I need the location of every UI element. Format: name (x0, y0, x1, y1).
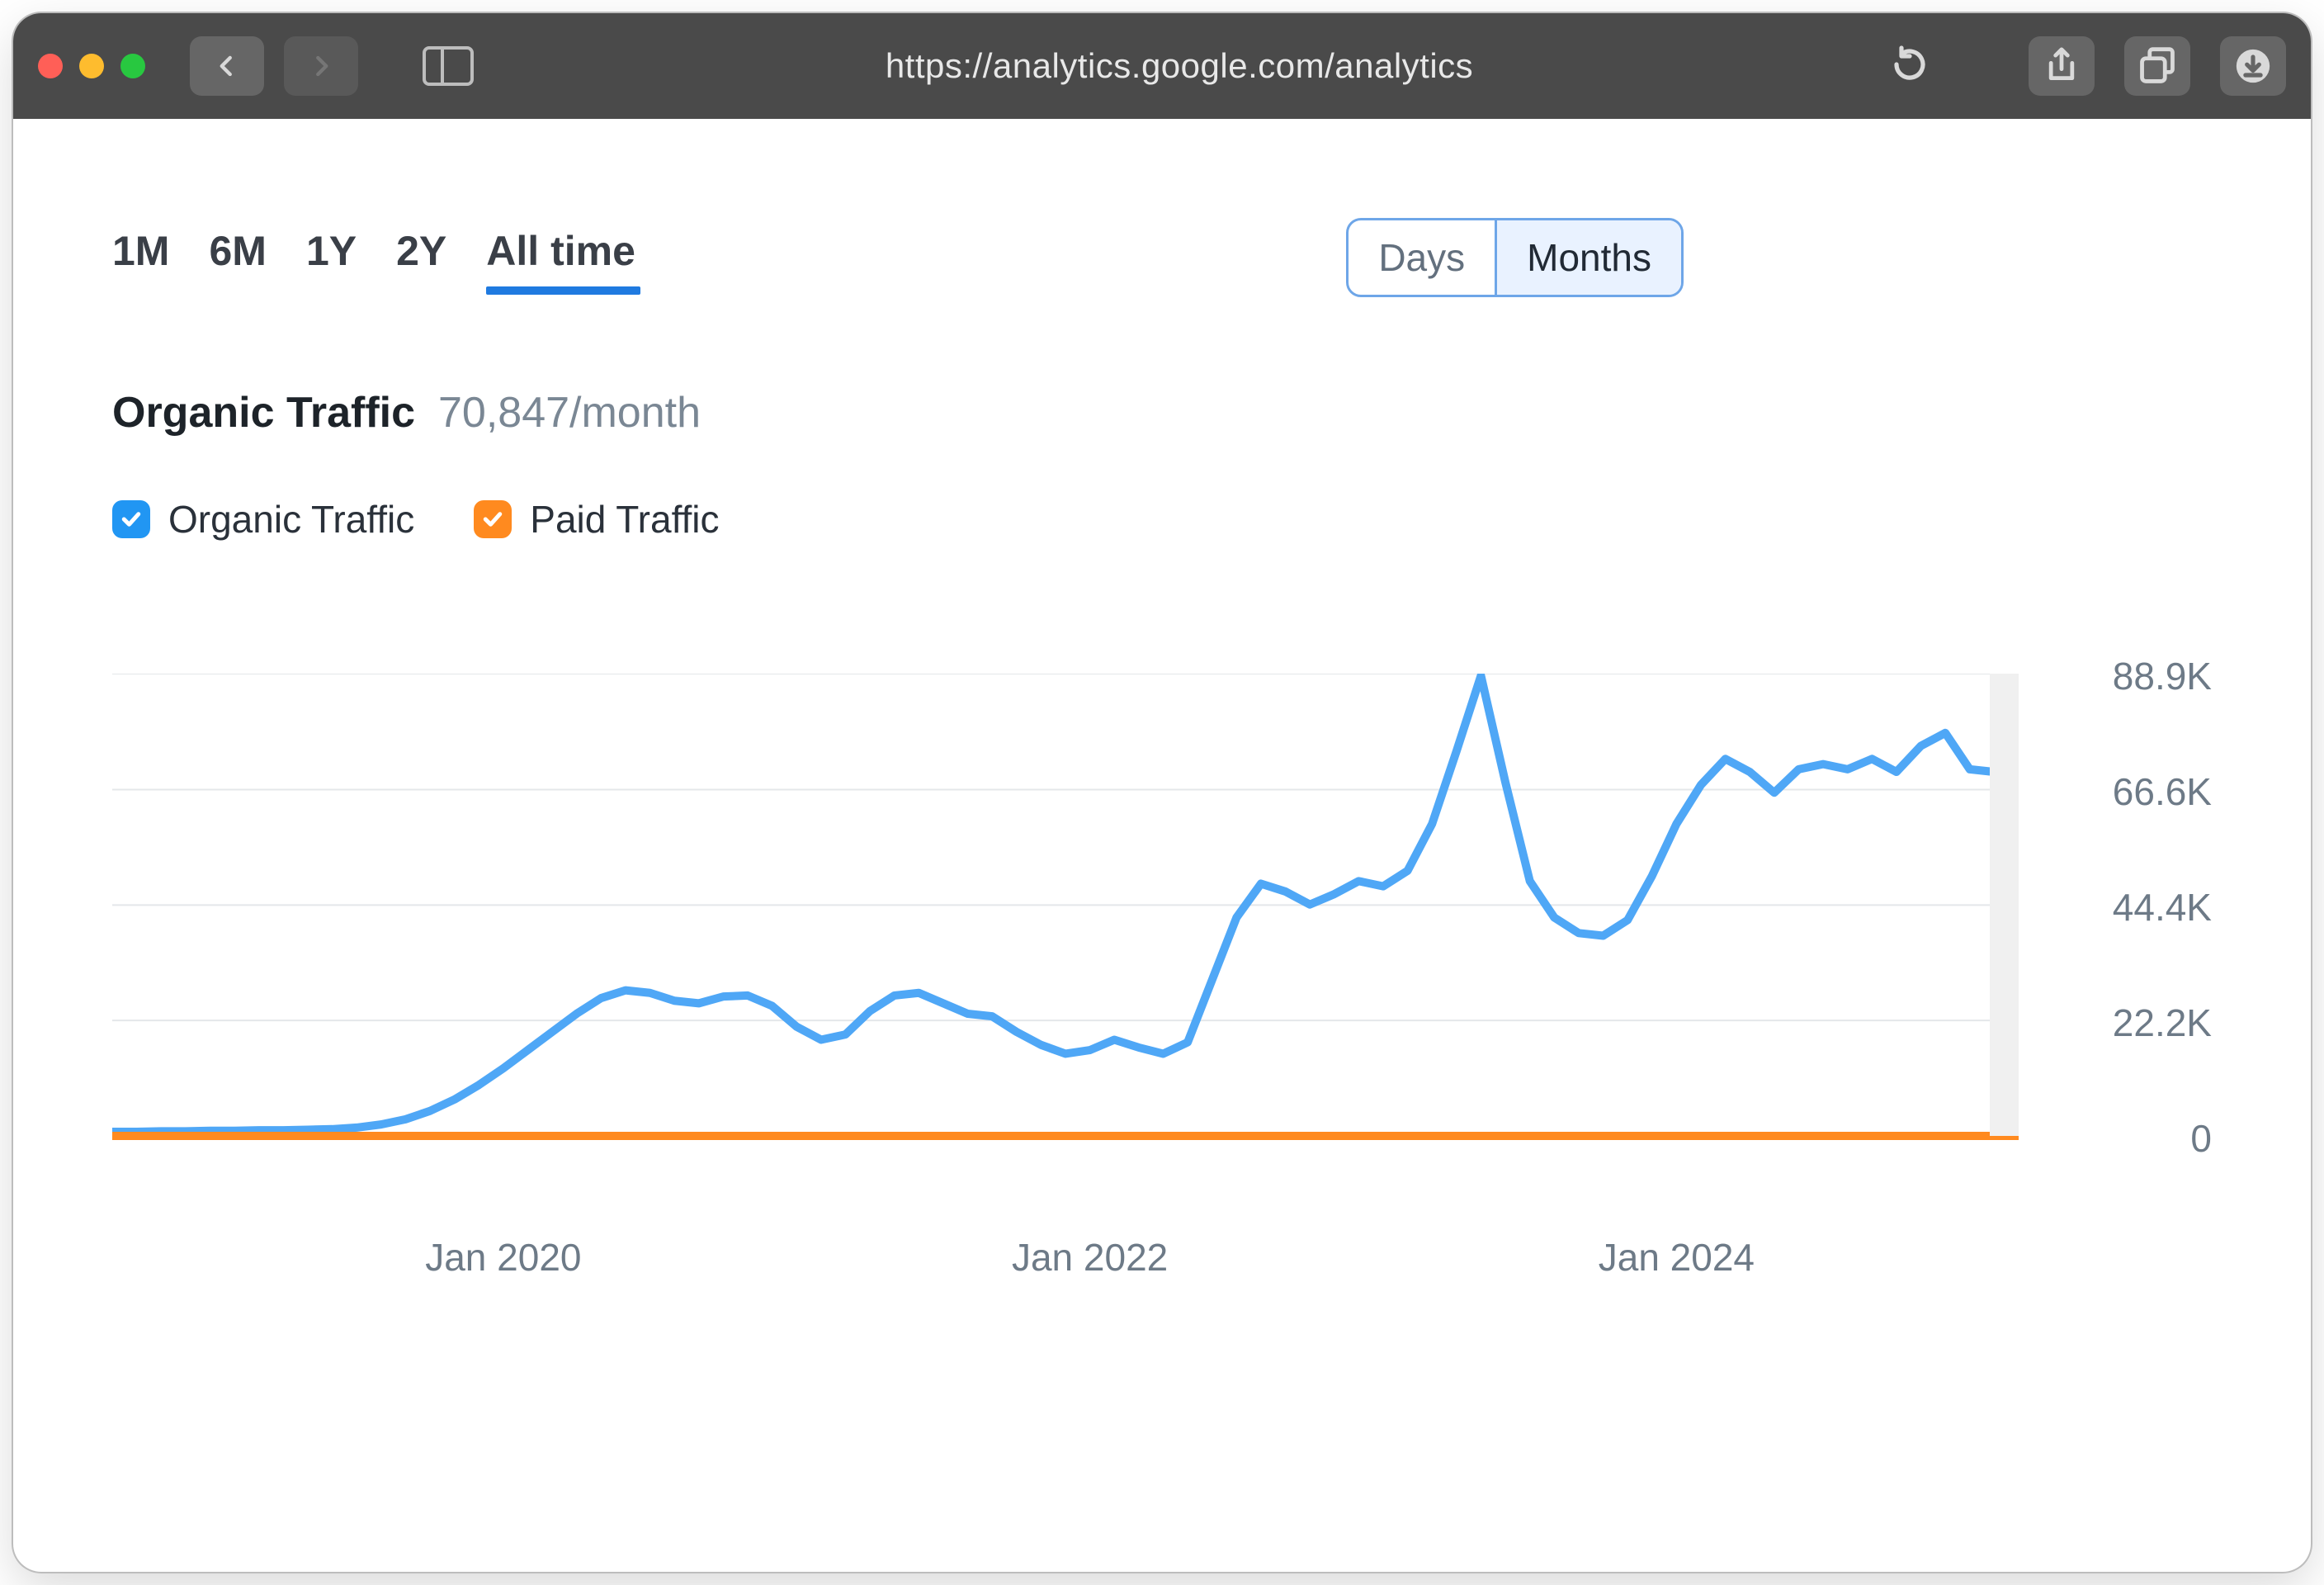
share-button[interactable] (2029, 36, 2095, 96)
y-axis-labels: 0 22.2K 44.4K 66.6K 88.9K (2047, 654, 2212, 1166)
x-tick-label: Jan 2020 (425, 1235, 581, 1280)
y-tick-label: 44.4K (2113, 885, 2212, 930)
legend-item-organic[interactable]: Organic Traffic (112, 497, 414, 542)
chart-title: Organic Traffic (112, 388, 415, 438)
chart-area: 022.2K44.4K66.6K88.9K Jan 2020Jan 2022Ja… (112, 674, 2212, 1268)
legend-item-paid[interactable]: Paid Traffic (474, 497, 719, 542)
browser-titlebar: https://analytics.google.com/analytics (13, 13, 2311, 119)
page-content: 1M 6M 1Y 2Y All time Days Months Organic… (13, 119, 2311, 1572)
time-range-tabs: 1M 6M 1Y 2Y All time (112, 227, 635, 288)
legend: Organic Traffic Paid Traffic (112, 497, 2212, 542)
chart-highlight-band (1990, 674, 2019, 1136)
chart-subtitle: 70,847/month (438, 388, 701, 438)
range-tab-6m[interactable]: 6M (209, 227, 266, 288)
y-tick-label: 66.6K (2113, 769, 2212, 814)
browser-window: https://analytics.google.com/analytics 1… (13, 13, 2311, 1572)
reload-button[interactable] (1890, 45, 1930, 88)
minimize-window-button[interactable] (79, 54, 104, 78)
chart-title-row: Organic Traffic 70,847/month (112, 388, 2212, 438)
back-button[interactable] (190, 36, 264, 96)
checkbox-organic-icon (112, 500, 150, 538)
range-tab-1m[interactable]: 1M (112, 227, 169, 288)
zoom-window-button[interactable] (120, 54, 145, 78)
x-tick-label: Jan 2024 (1599, 1235, 1755, 1280)
tabs-button[interactable] (2124, 36, 2190, 96)
downloads-button[interactable] (2220, 36, 2286, 96)
address-bar[interactable]: https://analytics.google.com/analytics (505, 46, 1854, 86)
range-tab-all-time[interactable]: All time (486, 227, 635, 288)
checkbox-paid-icon (474, 500, 512, 538)
forward-button[interactable] (284, 36, 358, 96)
granularity-months[interactable]: Months (1495, 220, 1681, 295)
y-tick-label: 88.9K (2113, 654, 2212, 698)
granularity-segmented-control: Days Months (1346, 218, 1684, 297)
legend-label-paid: Paid Traffic (530, 497, 719, 542)
range-tab-2y[interactable]: 2Y (396, 227, 446, 288)
y-tick-label: 22.2K (2113, 1001, 2212, 1045)
legend-label-organic: Organic Traffic (168, 497, 414, 542)
close-window-button[interactable] (38, 54, 63, 78)
x-tick-label: Jan 2022 (1012, 1235, 1168, 1280)
range-tab-1y[interactable]: 1Y (306, 227, 357, 288)
controls-row: 1M 6M 1Y 2Y All time Days Months (112, 218, 2212, 297)
x-axis-labels: Jan 2020 Jan 2022 Jan 2024 (112, 1235, 2019, 1285)
y-tick-label: 0 (2190, 1116, 2212, 1161)
window-controls (38, 54, 145, 78)
traffic-line-chart (112, 674, 2019, 1152)
sidebar-toggle-button[interactable] (411, 40, 485, 92)
granularity-days[interactable]: Days (1349, 220, 1495, 295)
